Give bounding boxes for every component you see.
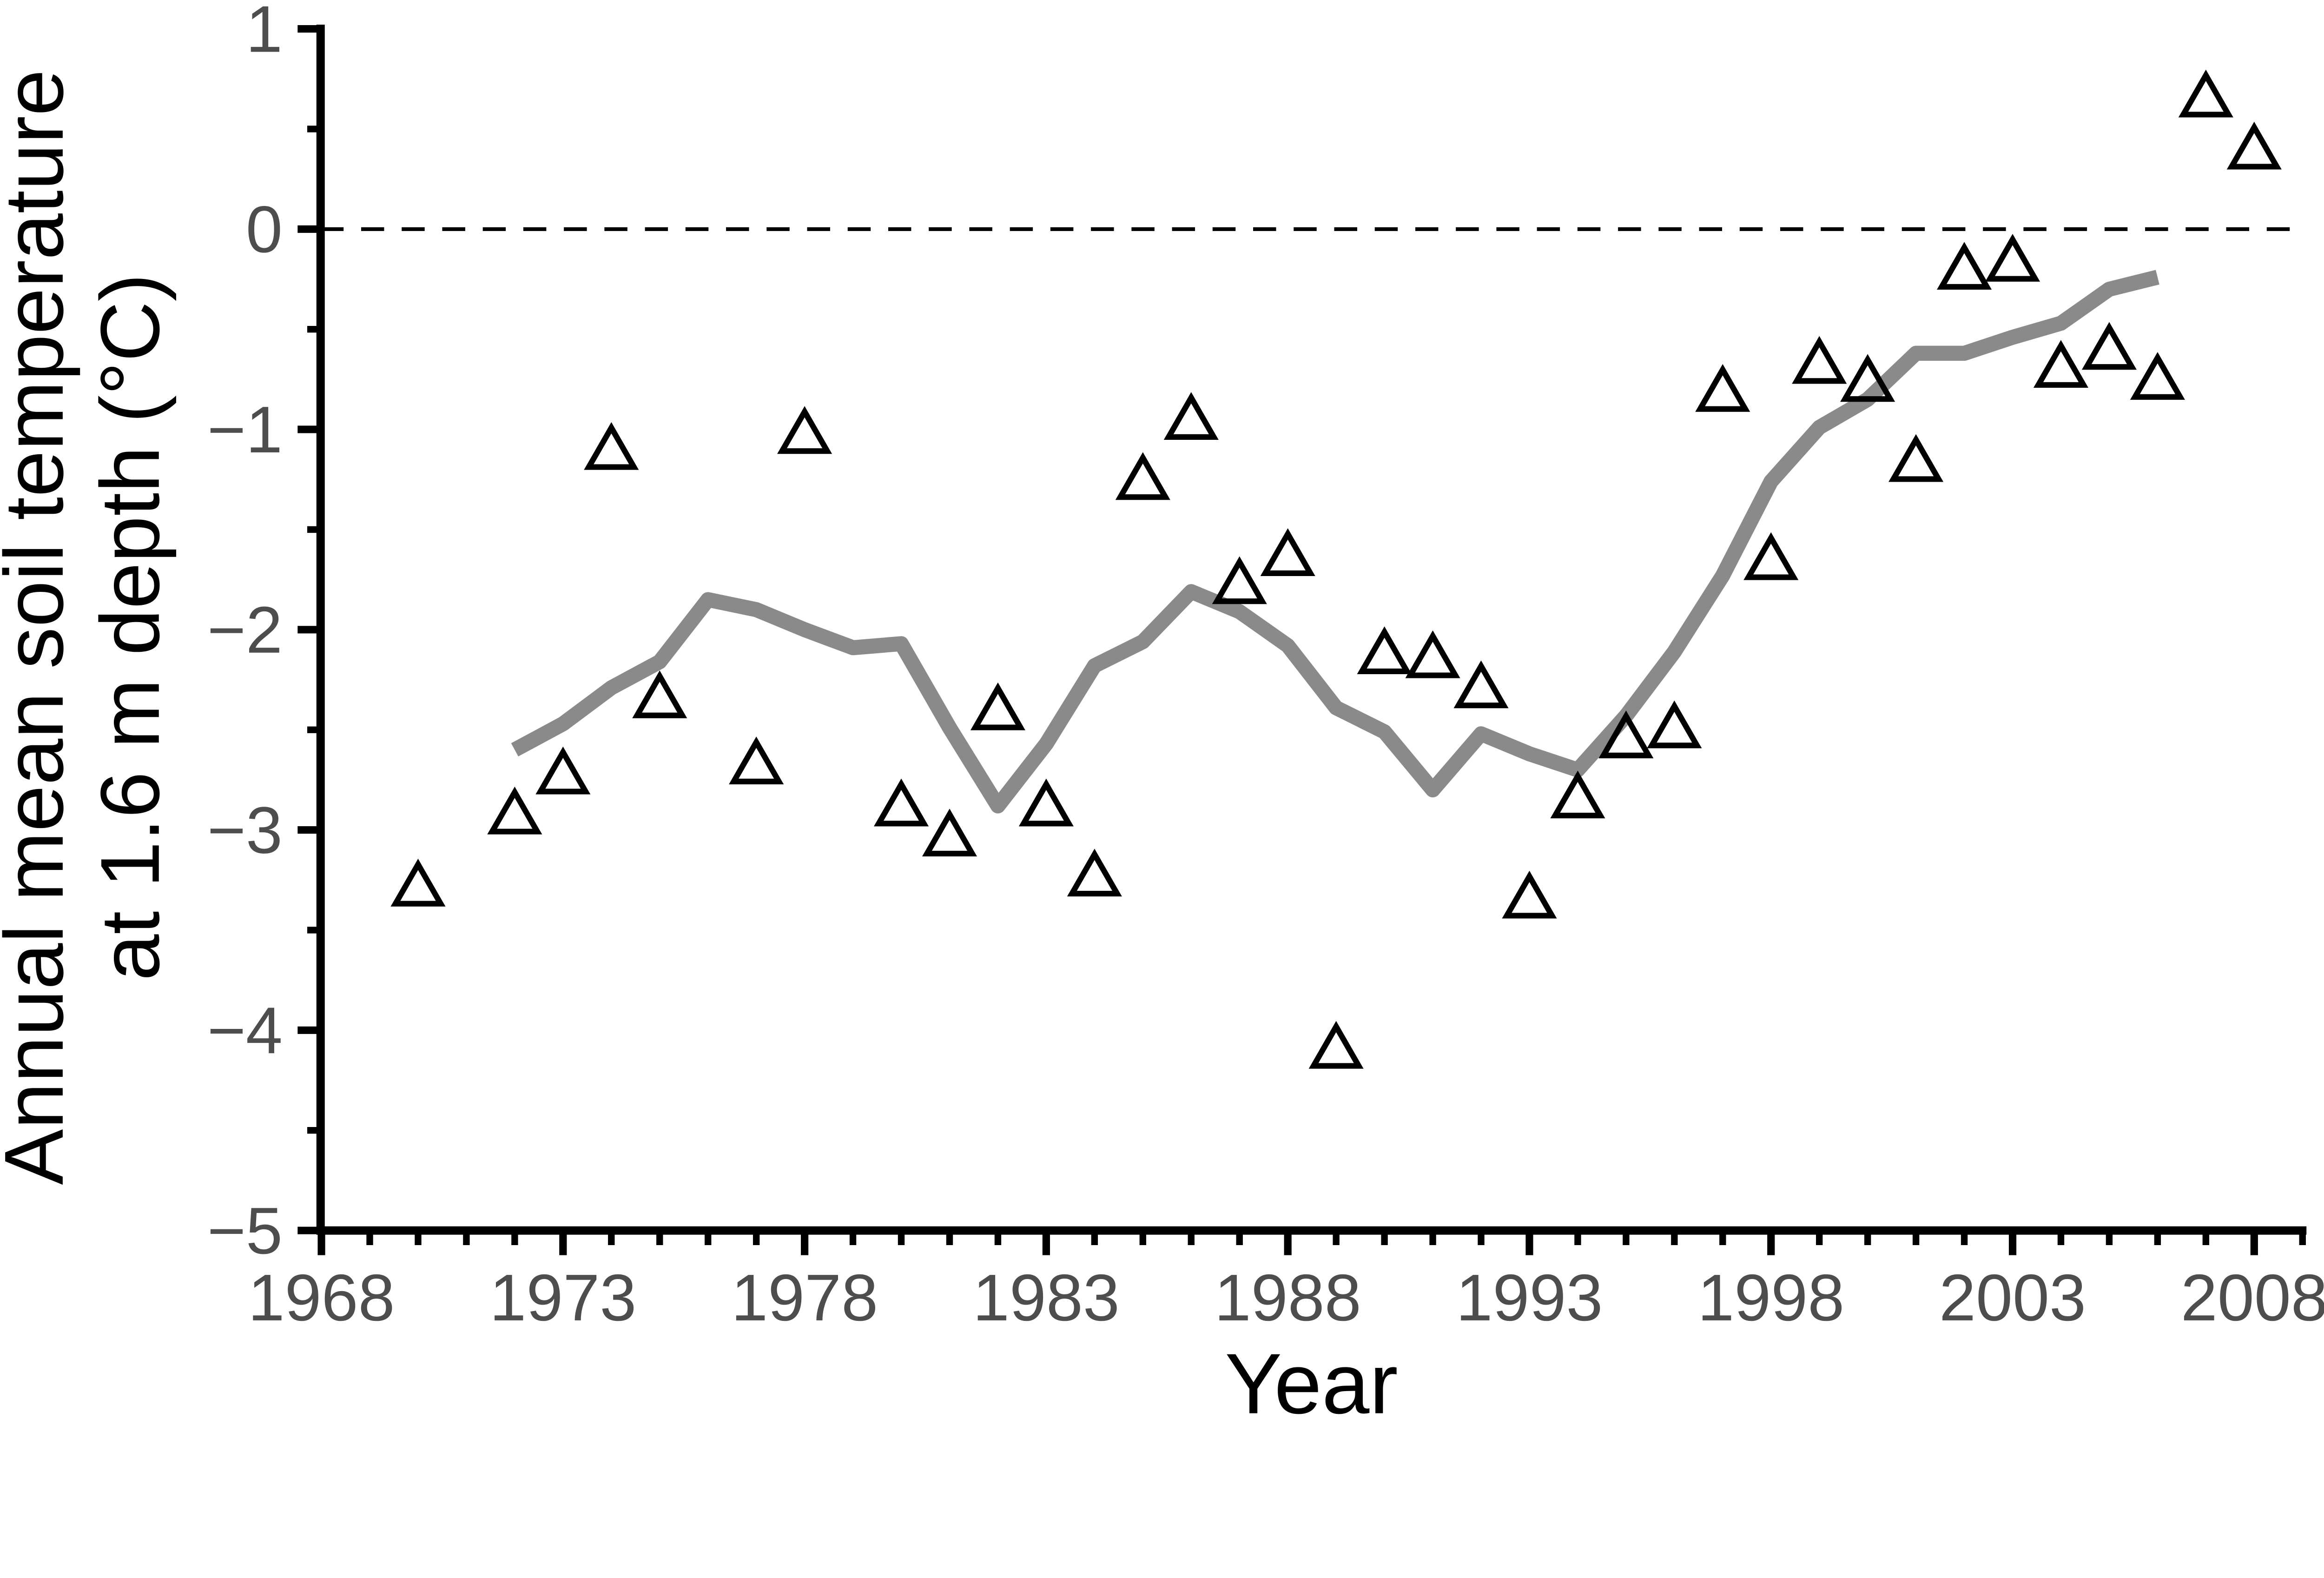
data-point-triangle — [1260, 528, 1315, 576]
data-point-triangle — [1840, 354, 1895, 402]
data-point-triangle — [632, 670, 687, 718]
data-point-triangle — [487, 786, 542, 835]
data-point-triangle — [2033, 340, 2089, 388]
x-tick-label: 2003 — [1939, 1261, 2086, 1335]
data-point-triangle — [390, 858, 446, 907]
y-axis-title-line2: at 1.6 m depth (°C) — [84, 273, 177, 981]
data-point-triangle — [1308, 1021, 1364, 1069]
data-point-triangle — [1937, 242, 1992, 290]
data-point-triangle — [1598, 710, 1654, 758]
data-point-triangle — [922, 809, 977, 857]
data-point-triangle — [1743, 532, 1799, 580]
y-tick-label: −2 — [207, 593, 283, 667]
x-tick-label: 2008 — [2181, 1261, 2324, 1335]
data-point-triangle — [2178, 69, 2233, 118]
data-point-triangle — [1985, 233, 2040, 282]
plot-background — [0, 0, 2324, 1419]
data-point-triangle — [1550, 770, 1605, 819]
x-tick-label: 1993 — [1456, 1261, 1603, 1335]
data-point-triangle — [729, 736, 784, 784]
y-tick-label: −5 — [207, 1194, 283, 1268]
data-point-triangle — [1357, 626, 1412, 675]
y-tick-label: 1 — [246, 0, 283, 66]
data-point-triangle — [1018, 778, 1074, 827]
y-tick-label: −4 — [207, 994, 283, 1067]
data-point-triangle — [777, 406, 832, 454]
data-point-triangle — [1115, 452, 1170, 500]
y-tick-label: 0 — [246, 192, 283, 266]
data-point-triangle — [584, 422, 639, 470]
y-tick-label: −1 — [207, 393, 283, 467]
data-point-triangle — [2081, 322, 2137, 370]
y-tick-label: −3 — [207, 794, 283, 868]
x-tick-label: 1998 — [1697, 1261, 1844, 1335]
data-point-triangle — [970, 682, 1025, 730]
data-point-triangle — [1888, 434, 1944, 482]
data-point-triangle — [2226, 121, 2282, 170]
data-point-triangle — [1453, 660, 1509, 709]
data-point-triangle — [1163, 392, 1219, 440]
x-tick-label: 1973 — [489, 1261, 636, 1335]
y-axis-title-line1: Annual mean soil temperature — [0, 69, 81, 1185]
data-point-triangle — [1792, 336, 1847, 384]
data-point-triangle — [873, 778, 929, 827]
data-point-triangle — [1405, 630, 1460, 678]
data-point-triangle — [1212, 556, 1267, 604]
soil-temperature-figure: 1 0 −1 −2 −3 −4 −5 1968 1973 1978 1983 1988 1993 1998… — [0, 0, 2324, 1419]
x-tick-label: 1988 — [1215, 1261, 1361, 1335]
x-tick-label: 1983 — [973, 1261, 1120, 1335]
data-point-triangle — [1695, 364, 1750, 412]
data-point-triangle — [1067, 849, 1122, 897]
data-point-triangle — [1647, 700, 1702, 749]
x-tick-label: 1968 — [248, 1261, 395, 1335]
x-axis-title: Year — [1225, 1336, 1398, 1419]
data-point-triangle — [535, 746, 591, 795]
data-point-triangle — [2130, 352, 2185, 400]
data-point-triangle — [1502, 870, 1557, 919]
x-tick-label: 1978 — [731, 1261, 878, 1335]
